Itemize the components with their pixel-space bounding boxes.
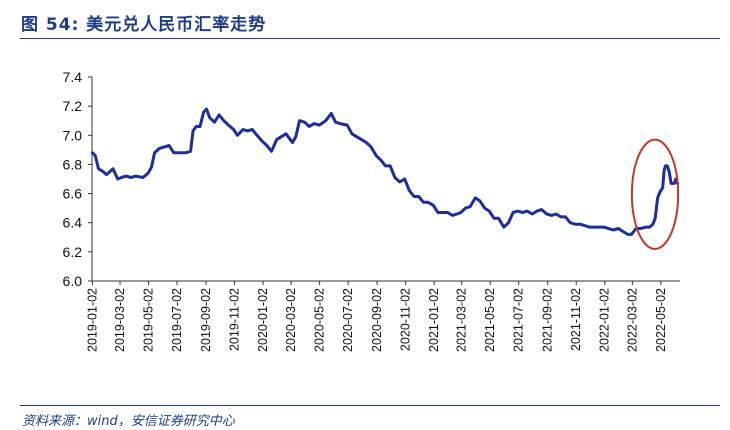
- x-tick-label: 2019-05-02: [142, 288, 156, 352]
- x-tick-label: 2019-01-02: [85, 288, 99, 352]
- x-tick-label: 2020-03-02: [284, 288, 298, 352]
- y-tick-label: 6.0: [63, 273, 83, 289]
- y-tick-label: 6.8: [63, 156, 83, 172]
- x-tick-label: 2022-03-02: [625, 288, 639, 352]
- y-tick-label: 7.4: [63, 69, 83, 85]
- series-layer: [91, 107, 680, 236]
- x-tick-label: 2019-07-02: [170, 288, 184, 352]
- x-tick-label: 2020-11-02: [399, 288, 413, 351]
- y-tick-label: 6.6: [63, 186, 83, 202]
- x-tick-label: 2019-11-02: [228, 288, 242, 351]
- y-tick-label: 6.4: [63, 215, 83, 231]
- x-tick-label: 2021-11-02: [569, 288, 583, 351]
- x-tick-label: 2019-09-02: [199, 288, 213, 352]
- y-tick-label: 7.0: [63, 127, 83, 143]
- x-tick-label: 2020-05-02: [313, 288, 327, 352]
- source-note: 资料来源：wind，安信证券研究中心: [22, 414, 235, 429]
- y-tick-labels: 6.0 6.2 6.4 6.6 6.8 7.0 7.2 7.4: [63, 69, 83, 289]
- y-tick-label: 7.2: [63, 98, 83, 114]
- x-tick-labels: 2019-01-02 2019-03-02 2019-05-02 2019-07-02…: [85, 288, 667, 352]
- top-divider: [20, 38, 720, 39]
- x-tick-label: 2020-07-02: [341, 288, 355, 352]
- highlight-ellipse: [630, 138, 680, 250]
- x-tick-label: 2021-09-02: [541, 288, 555, 352]
- bottom-divider: [20, 405, 720, 406]
- x-tick-label: 2020-01-02: [256, 288, 270, 352]
- x-tick-label: 2022-05-02: [654, 288, 668, 352]
- x-tick-label: 2021-07-02: [512, 288, 526, 352]
- x-tick-label: 2021-01-02: [427, 288, 441, 352]
- usd-cny-series-line: [91, 107, 680, 236]
- x-tick-label: 2021-05-02: [483, 288, 497, 352]
- x-tick-label: 2021-03-02: [455, 288, 469, 352]
- figure-title-row: 图 54: 美元兑人民币汇率走势: [21, 8, 721, 36]
- x-tick-label: 2020-09-02: [370, 288, 384, 352]
- x-tick-label: 2022-01-02: [598, 288, 612, 352]
- x-tick-label: 2019-03-02: [113, 288, 127, 352]
- y-tick-label: 6.2: [63, 244, 83, 260]
- figure-title: 图 54: 美元兑人民币汇率走势: [21, 14, 267, 35]
- chart-axes: [88, 76, 680, 285]
- highlight-layer: [630, 138, 680, 250]
- exchange-rate-line-chart: 6.06.26.46.66.87.07.27.4 2019-01-02 2019-…: [63, 69, 680, 352]
